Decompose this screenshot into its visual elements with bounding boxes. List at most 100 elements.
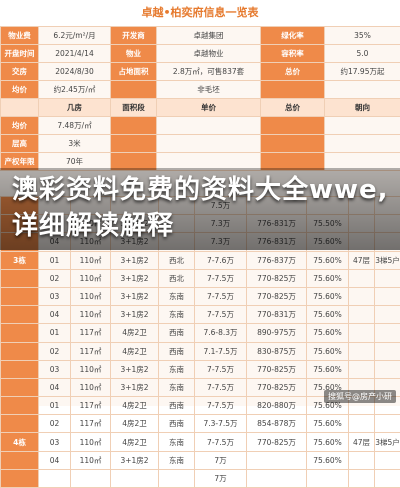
info-label	[261, 135, 325, 153]
unit-cell: 3+1房2	[111, 360, 159, 378]
unit-cell	[375, 451, 400, 469]
unit-cell: 110㎡	[71, 451, 111, 469]
unit-cell: 117㎡	[71, 415, 111, 433]
unit-cell: 75.60%	[307, 342, 349, 360]
mix-header-cell: 朝向	[325, 99, 400, 117]
building-label	[1, 306, 39, 324]
overlay-headline: 澳彩资料免费的资料大全wwe,详细解读解释	[12, 172, 392, 244]
unit-cell: 东南	[159, 306, 195, 324]
unit-cell	[247, 451, 307, 469]
building-label	[1, 287, 39, 305]
info-label: 总价	[261, 63, 325, 81]
unit-cell: 西北	[159, 269, 195, 287]
unit-cell: 854-878万	[247, 415, 307, 433]
unit-cell: 03	[39, 287, 71, 305]
unit-cell: 770-825万	[247, 269, 307, 287]
unit-cell: 830-875万	[247, 342, 307, 360]
info-value: 6.2元/m²/月	[39, 27, 111, 45]
unit-cell: 03	[39, 360, 71, 378]
unit-cell	[349, 342, 375, 360]
info-label	[261, 117, 325, 135]
unit-cell: 3+1房2	[111, 251, 159, 269]
info-label: 均价	[1, 117, 39, 135]
info-label: 均价	[1, 81, 39, 99]
unit-cell: 7-7.5万	[195, 433, 247, 451]
info-value	[325, 81, 400, 99]
unit-cell: 110㎡	[71, 306, 111, 324]
unit-cell: 770-825万	[247, 287, 307, 305]
unit-cell: 3+1房2	[111, 378, 159, 396]
unit-cell: 7-7.5万	[195, 306, 247, 324]
info-value	[325, 117, 400, 135]
unit-cell: 4房2卫	[111, 324, 159, 342]
info-label: 物业	[111, 45, 157, 63]
unit-cell: 890-975万	[247, 324, 307, 342]
unit-cell: 3+1房2	[111, 451, 159, 469]
unit-cell: 东南	[159, 451, 195, 469]
unit-cell: 117㎡	[71, 342, 111, 360]
unit-cell: 770-825万	[247, 433, 307, 451]
unit-cell: 02	[39, 415, 71, 433]
info-value: 约2.45万/㎡	[39, 81, 111, 99]
unit-cell: 75.60%	[307, 451, 349, 469]
building-label: 4栋	[1, 433, 39, 451]
unit-cell: 75.60%	[307, 324, 349, 342]
unit-cell	[349, 269, 375, 287]
unit-cell: 7-7.5万	[195, 269, 247, 287]
unit-cell: 西南	[159, 342, 195, 360]
unit-cell: 3+1房2	[111, 269, 159, 287]
unit-cell	[349, 415, 375, 433]
mix-header-cell: 几房	[39, 99, 111, 117]
building-label	[1, 324, 39, 342]
unit-cell: 3梯5户	[375, 433, 400, 451]
building-label	[1, 415, 39, 433]
unit-cell	[375, 269, 400, 287]
unit-cell	[349, 306, 375, 324]
unit-cell: 3+1房2	[111, 287, 159, 305]
unit-cell	[111, 469, 159, 487]
unit-cell	[375, 415, 400, 433]
unit-cell: 75.60%	[307, 287, 349, 305]
info-value: 5.0	[325, 45, 400, 63]
info-label: 开盘时间	[1, 45, 39, 63]
info-label: 层高	[1, 135, 39, 153]
unit-row: 7万	[1, 469, 400, 487]
unit-cell: 东南	[159, 378, 195, 396]
unit-cell: 01	[39, 251, 71, 269]
watermark: 搜狐号@房产小研	[324, 390, 396, 403]
unit-cell: 110㎡	[71, 269, 111, 287]
unit-cell: 75.60%	[307, 360, 349, 378]
unit-cell	[349, 469, 375, 487]
unit-cell	[349, 451, 375, 469]
building-label	[1, 360, 39, 378]
info-value	[325, 135, 400, 153]
unit-cell: 01	[39, 324, 71, 342]
unit-cell: 110㎡	[71, 251, 111, 269]
info-label: 开发商	[111, 27, 157, 45]
unit-cell: 04	[39, 378, 71, 396]
info-value: 约17.95万起	[325, 63, 400, 81]
info-value: 2.8万㎡，可售837套	[157, 63, 261, 81]
unit-cell	[71, 469, 111, 487]
unit-cell: 04	[39, 306, 71, 324]
unit-cell	[375, 324, 400, 342]
unit-cell: 770-831万	[247, 306, 307, 324]
building-label	[1, 378, 39, 396]
unit-cell: 04	[39, 451, 71, 469]
unit-cell: 3+1房2	[111, 306, 159, 324]
mix-header-cell: 单价	[157, 99, 261, 117]
unit-cell: 西北	[159, 251, 195, 269]
mix-header-cell	[1, 99, 39, 117]
unit-cell: 110㎡	[71, 433, 111, 451]
unit-cell: 110㎡	[71, 287, 111, 305]
info-value: 7.48万/㎡	[39, 117, 111, 135]
